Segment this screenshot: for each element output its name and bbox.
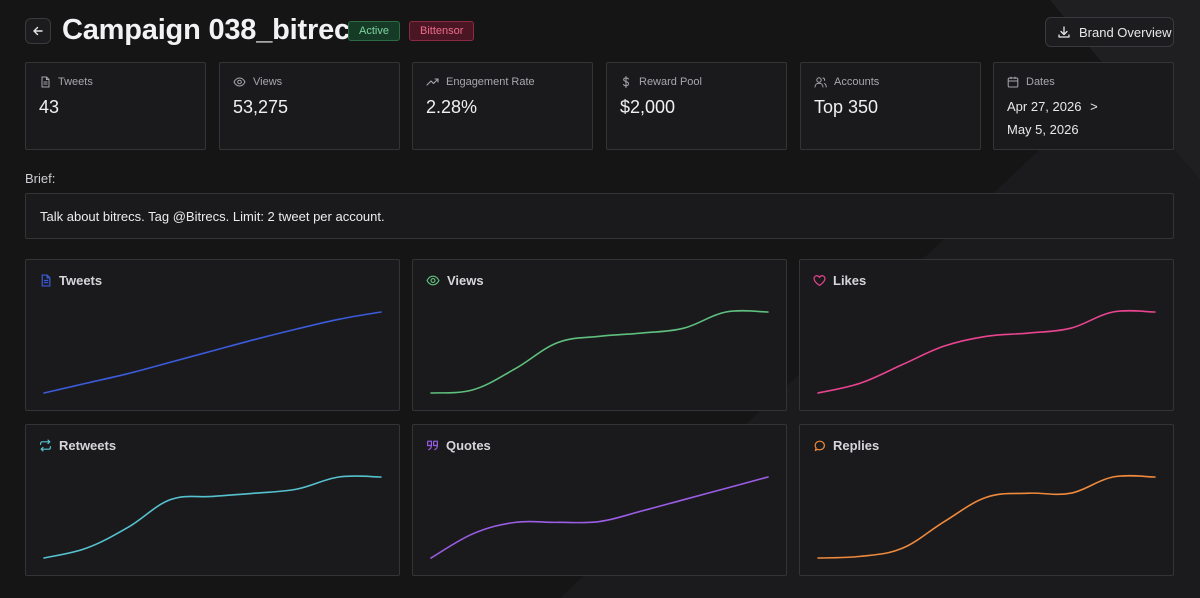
brand-overview-button[interactable]: Brand Overview: [1045, 17, 1174, 47]
chart-title: Views: [447, 273, 484, 288]
chart-header: Tweets: [39, 273, 102, 288]
network-badge: Bittensor: [409, 21, 475, 41]
stat-card-tweets: Tweets 43: [25, 62, 206, 150]
chart-header: Quotes: [426, 438, 491, 453]
stat-card-views: Views 53,275: [219, 62, 400, 150]
chart-plot: [430, 309, 769, 394]
stat-label-text: Dates: [1026, 76, 1055, 88]
chart-plot: [43, 311, 382, 394]
users-icon: [814, 77, 827, 88]
repeat-icon: [40, 439, 51, 452]
stat-value-accounts: Top 350: [814, 97, 879, 117]
series-line: [43, 311, 382, 394]
series-line: [430, 476, 769, 559]
dollar-icon: [622, 76, 630, 88]
date-separator: >: [1090, 99, 1098, 114]
series-line: [43, 475, 382, 559]
status-badge: Active: [348, 21, 400, 41]
date-start: Apr 27, 2026: [1007, 99, 1082, 114]
page-header: Campaign 038_bitrecs Active Bittensor Br…: [25, 14, 1174, 48]
back-button[interactable]: [25, 18, 51, 44]
quote-icon: [427, 440, 438, 451]
stat-label-text: Views: [253, 76, 283, 88]
stat-label-tweets: Tweets: [39, 76, 93, 88]
series-line: [817, 474, 1156, 559]
series-line: [430, 309, 769, 394]
stat-card-dates: Dates Apr 27, 2026 > May 5, 2026: [993, 62, 1174, 150]
brief-label: Brief:: [25, 171, 56, 186]
trending-up-icon: [426, 78, 439, 86]
stat-label-text: Accounts: [834, 76, 880, 88]
chart-plot: [817, 474, 1156, 559]
stat-card-reward: Reward Pool $2,000: [606, 62, 787, 150]
calendar-icon: [1007, 76, 1019, 88]
stat-value-reward: $2,000: [620, 97, 676, 117]
stat-label-engagement: Engagement Rate: [426, 76, 535, 88]
brief-text: Talk about bitrecs. Tag @Bitrecs. Limit:…: [25, 193, 1174, 239]
stat-label-text: Tweets: [58, 76, 93, 88]
date-range-start: Apr 27, 2026 >: [1007, 99, 1098, 114]
page-title: Campaign 038_bitrecs: [62, 14, 366, 46]
chart-header: Views: [426, 273, 484, 288]
download-icon: [1058, 26, 1070, 38]
stat-label-reward: Reward Pool: [620, 76, 702, 88]
stat-value-tweets: 43: [39, 97, 60, 117]
stat-label-views: Views: [233, 76, 282, 88]
chart-card-views: Views: [412, 259, 787, 411]
stat-value-engagement: 2.28%: [426, 97, 478, 117]
stat-label-dates: Dates: [1007, 76, 1055, 88]
chart-plot: [43, 475, 382, 559]
chart-header: Retweets: [39, 438, 116, 453]
chart-title: Retweets: [59, 438, 117, 453]
chart-card-likes: Likes: [799, 259, 1174, 411]
stat-card-engagement: Engagement Rate 2.28%: [412, 62, 593, 150]
chart-plot: [430, 476, 769, 559]
series-line: [817, 309, 1156, 394]
chart-card-tweets: Tweets: [25, 259, 400, 411]
file-text-icon: [41, 76, 50, 88]
stat-label-text: Engagement Rate: [446, 76, 535, 88]
chart-title: Quotes: [446, 438, 491, 453]
stat-label-accounts: Accounts: [814, 76, 879, 88]
chart-card-retweets: Retweets: [25, 424, 400, 576]
stat-card-accounts: Accounts Top 350: [800, 62, 981, 150]
eye-icon: [426, 275, 440, 286]
chart-plot: [817, 309, 1156, 394]
chart-card-quotes: Quotes: [412, 424, 787, 576]
chart-card-replies: Replies: [799, 424, 1174, 576]
arrow-left-icon: [33, 26, 43, 36]
date-end: May 5, 2026: [1007, 122, 1079, 137]
chart-title: Tweets: [59, 273, 103, 288]
brand-overview-label: Brand Overview: [1079, 24, 1172, 40]
stat-label-text: Reward Pool: [639, 76, 702, 88]
file-text-icon: [41, 274, 51, 287]
eye-icon: [233, 77, 246, 87]
stat-value-views: 53,275: [233, 97, 289, 117]
